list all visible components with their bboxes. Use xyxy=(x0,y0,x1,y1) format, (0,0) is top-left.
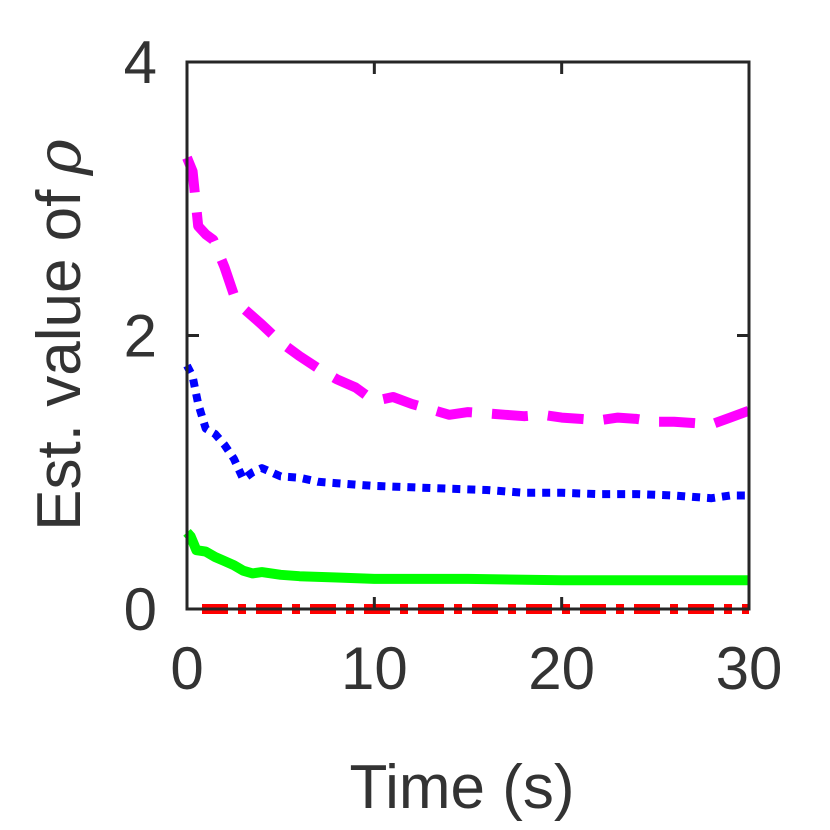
x-tick-label-30: 30 xyxy=(716,635,783,702)
y-axis-label-text: Est. value of xyxy=(25,189,94,531)
x-axis-label: Time (s) xyxy=(350,753,575,822)
plot-frame xyxy=(185,60,751,611)
series-layer xyxy=(182,155,751,614)
x-tick-label-0: 0 xyxy=(170,635,203,702)
x-tick-label-20: 20 xyxy=(528,635,595,702)
y-axis-label-symbol: ρ xyxy=(22,139,95,176)
series-line-magenta-dashed xyxy=(182,155,751,430)
series-line-blue-dotted xyxy=(183,363,749,503)
series-line-green-solid xyxy=(183,529,749,586)
y-tick-label-4: 4 xyxy=(124,29,157,96)
y-tick-label-0: 0 xyxy=(124,576,157,643)
y-tick-label-2: 2 xyxy=(124,303,157,370)
y-axis-label: Est. value of ρ xyxy=(22,139,95,531)
x-tick-label-10: 10 xyxy=(341,635,408,702)
tick-layer: 0 10 20 30 0 2 4 xyxy=(124,29,783,702)
